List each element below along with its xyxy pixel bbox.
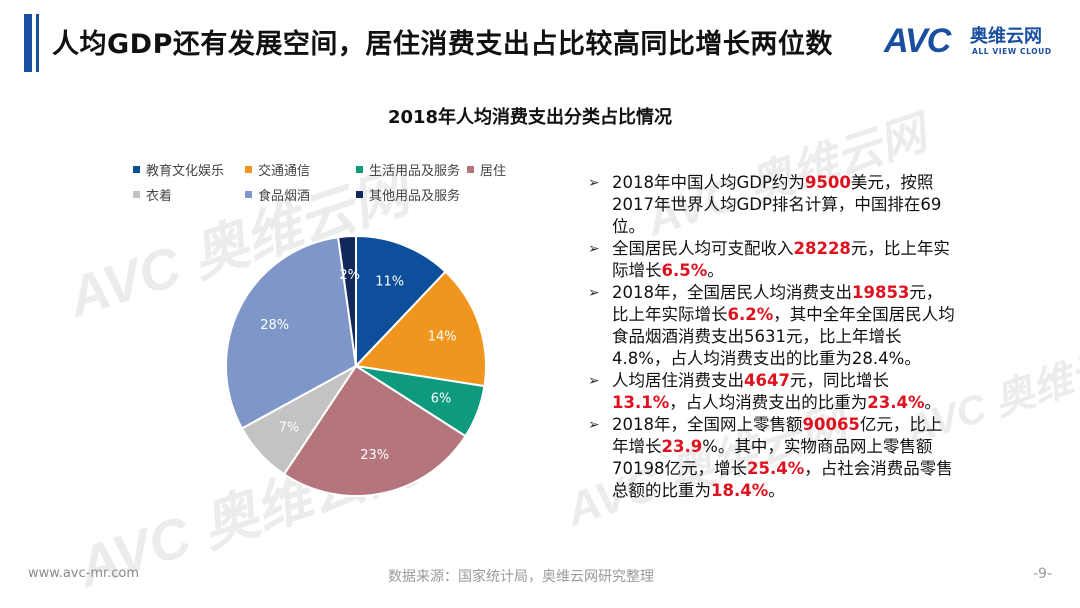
legend-item: 其他用品及服务 — [356, 185, 460, 204]
bullet-text: 。 — [768, 481, 785, 500]
bullet-text: ，占人均消费支出的比重为 — [669, 393, 868, 412]
legend-item: 衣着 — [133, 185, 172, 204]
avc-logo: AVC 奥维云网 ALL VIEW CLOUD — [884, 22, 1054, 62]
pie-slice — [355, 234, 447, 369]
bullet-item: ➢ 2018年，全国网上零售额90065亿元，比上年增长23.9%。其中，实物商品… — [588, 414, 958, 502]
slice-label: 7% — [279, 421, 300, 436]
bullet-text: 美元，按照2017年世界人均GDP排名计算，中国排在69位。 — [612, 173, 942, 236]
bullet-item: ➢ 全国居民人均可支配收入28228元，比上年实际增长6.5%。 — [588, 238, 958, 282]
legend-item: 食品烟酒 — [245, 185, 310, 204]
legend-label: 食品烟酒 — [258, 189, 311, 204]
chart-title: 2018年人均消费支出分类占比情况 — [0, 103, 1080, 129]
bullet-text: 2018年，全国居民人均消费支出 — [612, 283, 852, 302]
page-title: 人均GDP还有发展空间，居住消费支出占比较高同比增长两位数 — [52, 29, 833, 60]
title-accent-bar-thin — [36, 14, 39, 72]
legend-swatch — [133, 191, 140, 198]
pie-slice — [353, 270, 487, 388]
bullet-text: 。 — [707, 261, 724, 280]
highlight-number: 19853 — [852, 283, 910, 302]
arrow-bullet-icon: ➢ — [588, 417, 600, 433]
bullet-item: ➢ 2018年中国人均GDP约为9500美元，按照2017年世界人均GDP排名计算… — [588, 172, 958, 238]
legend-label: 衣着 — [146, 189, 173, 204]
highlight-number: 23.4% — [867, 393, 925, 412]
slice-label: 11% — [375, 274, 404, 289]
bullet-text: ，占社会消费品零售总额的比重为 — [612, 459, 953, 500]
slice-label: 28% — [260, 318, 289, 333]
highlight-number: 28228 — [793, 239, 851, 258]
arrow-bullet-icon: ➢ — [588, 285, 600, 301]
arrow-bullet-icon: ➢ — [588, 241, 600, 257]
chart-title-text: 2018年人均消费支出分类占比情况 — [387, 107, 673, 128]
highlight-number: 6.2% — [727, 305, 774, 324]
slice-label: 2% — [339, 268, 360, 283]
legend-swatch — [133, 166, 140, 173]
highlight-number: 6.5% — [661, 261, 708, 280]
logo-mark: AVC — [884, 22, 951, 60]
pie-slice — [336, 234, 357, 367]
legend-label: 生活用品及服务 — [369, 164, 461, 179]
legend-swatch — [356, 166, 363, 173]
logo-chinese-name: 奥维云网 — [970, 26, 1042, 47]
bullet-item: ➢ 2018年，全国居民人均消费支出19853元，比上年实际增长6.2%，其中全年… — [588, 282, 958, 370]
legend-item: 居住 — [467, 160, 506, 179]
slice-label: 23% — [360, 448, 389, 463]
arrow-bullet-icon: ➢ — [588, 373, 600, 389]
legend-label: 其他用品及服务 — [369, 189, 461, 204]
pie-slice — [225, 236, 358, 430]
bullet-text: 2018年中国人均GDP约为 — [612, 173, 805, 192]
page-number: -9- — [1032, 566, 1052, 582]
legend-label: 教育文化娱乐 — [146, 164, 225, 179]
highlight-number: 13.1% — [612, 393, 670, 412]
legend-swatch — [245, 191, 252, 198]
bullet-list: ➢ 2018年中国人均GDP约为9500美元，按照2017年世界人均GDP排名计算… — [588, 172, 958, 502]
legend-label: 居住 — [480, 164, 507, 179]
legend-item: 交通通信 — [245, 160, 310, 179]
slice-label: 14% — [428, 330, 457, 345]
legend-swatch — [467, 166, 474, 173]
legend-label: 交通通信 — [258, 164, 311, 179]
title-accent-bar — [24, 14, 32, 72]
bullet-text: %。其中，实物商品网上零售额70198亿元，增长 — [612, 437, 933, 478]
bullet-text: 亿元，比上年增长 — [612, 415, 943, 456]
footer-url: www.avc-mr.com — [28, 566, 140, 581]
highlight-number: 25.4% — [747, 459, 805, 478]
bullet-text: 全国居民人均可支配收入 — [612, 239, 794, 258]
bullet-text: ，其中全年全国居民人均食品烟酒消费支出5631元，比上年增长4.8%，占人均消费… — [612, 305, 955, 368]
bullet-text: 元，比上年实际增长 — [612, 283, 943, 324]
legend-swatch — [245, 166, 252, 173]
footer-source: 数据来源：国家统计局，奥维云网研究整理 — [388, 569, 654, 585]
legend-swatch — [356, 191, 363, 198]
bullet-text: 。 — [924, 393, 942, 412]
pie-slice — [282, 364, 467, 497]
slice-label: 6% — [431, 391, 452, 406]
logo-english-name: ALL VIEW CLOUD — [972, 47, 1052, 56]
bullet-text: 2018年，全国网上零售额 — [612, 415, 803, 434]
highlight-number: 9500 — [804, 173, 851, 192]
legend-item: 生活用品及服务 — [356, 160, 460, 179]
bullet-item: ➢ 人均居住消费支出4647元，同比增长 13.1%，占人均消费支出的比重为23.4… — [588, 370, 958, 414]
legend-item: 教育文化娱乐 — [133, 160, 224, 179]
highlight-number: 18.4% — [711, 481, 769, 500]
bullet-text: 元，比上年实际增长 — [612, 239, 950, 280]
highlight-number: 4647 — [744, 371, 790, 390]
highlight-number: 23.9 — [661, 437, 703, 456]
bullet-text: 人均居住消费支出 — [612, 371, 744, 390]
highlight-number: 90065 — [802, 415, 860, 434]
arrow-bullet-icon: ➢ — [588, 175, 600, 191]
bullet-text: 元，同比增长 — [789, 371, 889, 390]
